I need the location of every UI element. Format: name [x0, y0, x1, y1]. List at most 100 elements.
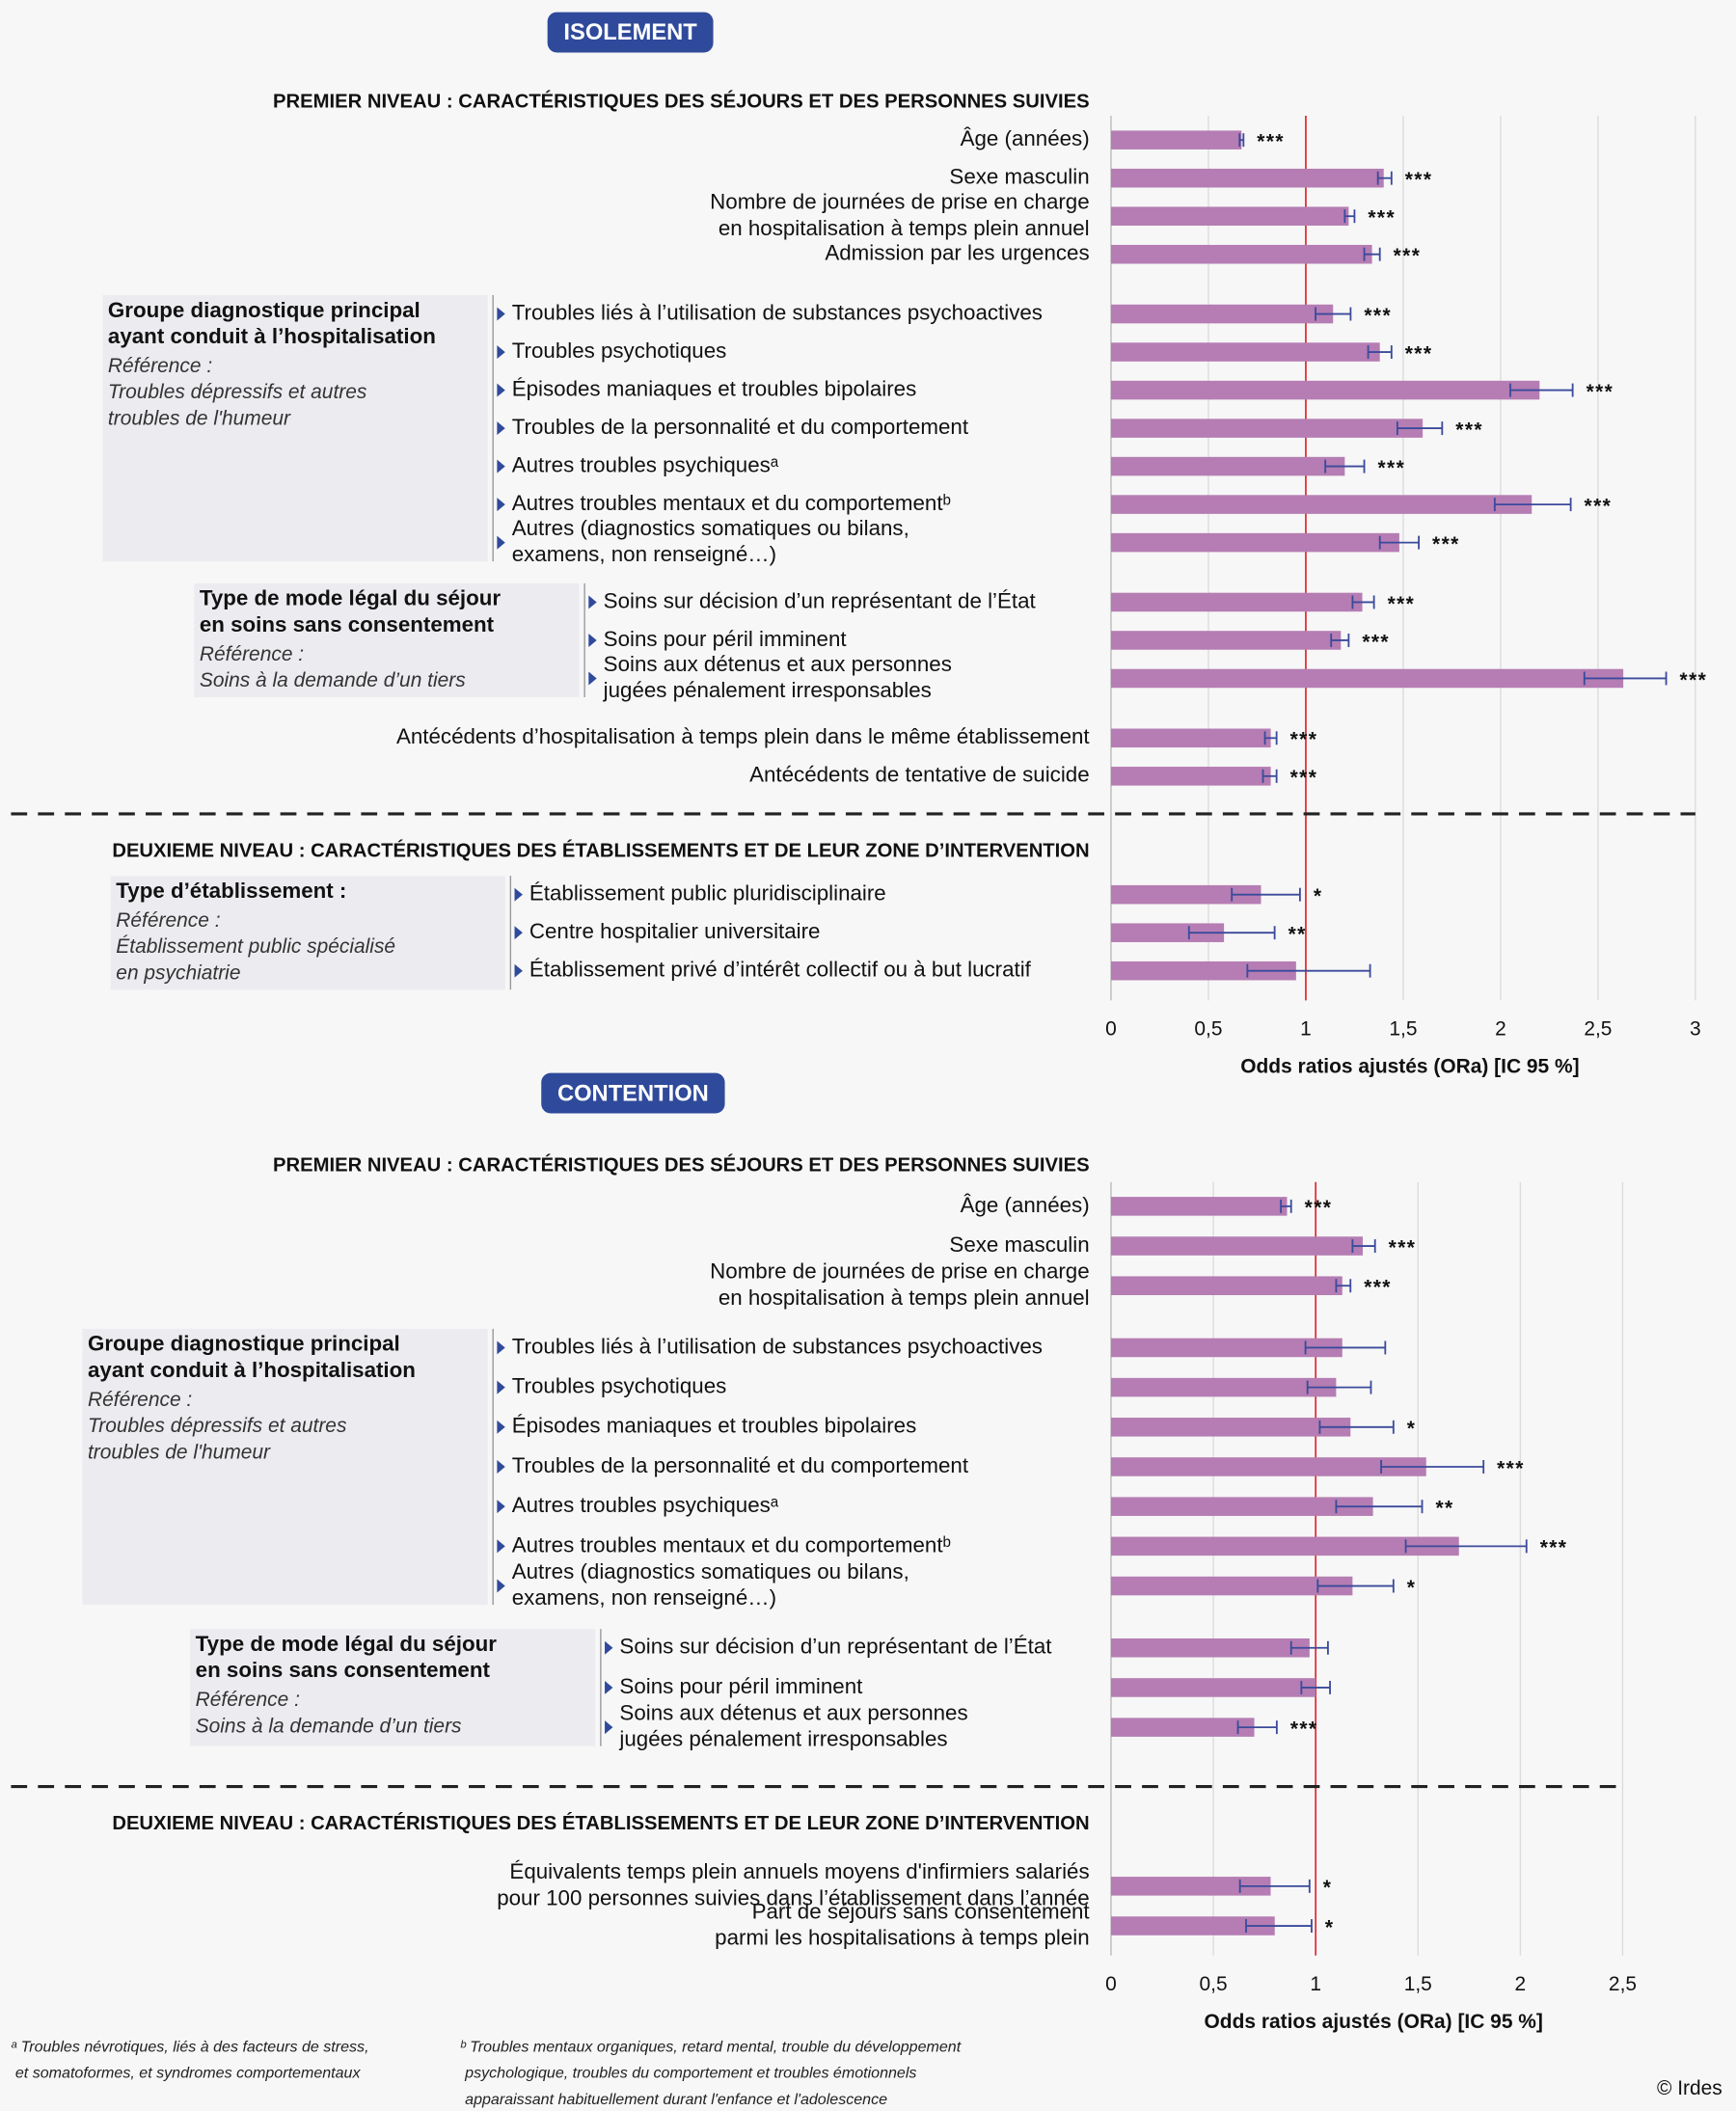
- row-pointer: [497, 383, 505, 397]
- x-tick-label: 0,5: [1200, 1973, 1228, 1995]
- category-label: Autres troubles mentaux et du comporteme…: [512, 491, 951, 515]
- row-pointer: [605, 1640, 613, 1655]
- text-line: et somatoformes, et syndromes comporteme…: [11, 2065, 361, 2082]
- text-line: Soins aux détenus et aux personnes: [619, 1700, 967, 1724]
- row-pointer: [497, 345, 505, 360]
- error-bar: [1289, 1640, 1329, 1655]
- text-line: Groupe diagnostique principal: [108, 298, 420, 322]
- text-line: Nombre de journées de prise en charge: [710, 189, 1089, 213]
- significance-label: ***: [1305, 1197, 1333, 1219]
- significance-label: ***: [1394, 245, 1422, 267]
- category-label: Sexe masculin: [949, 1232, 1089, 1257]
- row-pointer: [497, 459, 505, 474]
- significance-label: ***: [1290, 767, 1318, 789]
- error-bar: [1335, 1500, 1424, 1514]
- reference-label: Référence : Soins à la demande d’un tiers: [200, 642, 466, 690]
- significance-label: *: [1314, 885, 1323, 907]
- footnote: ᵃ Troubles névrotiques, liés à des facte…: [11, 2039, 368, 2082]
- level-title: PREMIER NIVEAU : CARACTÉRISTIQUES DES SÉ…: [273, 1153, 1090, 1176]
- category-label: Admission par les urgences: [825, 241, 1089, 265]
- error-bar: [1509, 383, 1574, 397]
- text-line: Soins aux détenus et aux personnes: [604, 652, 952, 676]
- x-tick-label: 2: [1495, 1018, 1506, 1041]
- bar: [1110, 1338, 1343, 1358]
- x-tick-label: 0: [1105, 1018, 1117, 1041]
- row-pointer: [588, 633, 597, 647]
- bar: [1110, 1576, 1353, 1596]
- bar: [1110, 1377, 1337, 1397]
- text-line: Troubles dépressifs et autres: [108, 381, 367, 403]
- significance-label: ***: [1455, 419, 1483, 441]
- category-label: Soins sur décision d’un représentant de …: [619, 1635, 1052, 1659]
- text-line: troubles de l'humeur: [88, 1441, 271, 1463]
- group-label: Groupe diagnostique principal ayant condu…: [88, 1332, 416, 1382]
- text-line: ᵃ Troubles névrotiques, liés à des facte…: [11, 2039, 368, 2056]
- bar: [1110, 1418, 1351, 1437]
- error-bar: [1304, 1340, 1387, 1355]
- category-label: Équivalents temps plein annuels moyens d…: [497, 1859, 1089, 1909]
- bar: [1110, 1536, 1459, 1556]
- category-label: Troubles psychotiques: [512, 1374, 727, 1398]
- category-label: Soins sur décision d’un représentant de …: [604, 588, 1037, 612]
- text-line: Équivalents temps plein annuels moyens d…: [509, 1859, 1089, 1883]
- x-tick-label: 2,5: [1609, 1973, 1637, 1995]
- category-label: Établissement privé d’intérêt collectif …: [529, 958, 1032, 982]
- text-line: Référence :: [88, 1388, 192, 1410]
- text-line: en hospitalisation à temps plein annuel: [719, 1286, 1090, 1310]
- level-title: DEUXIEME NIVEAU : CARACTÉRISTIQUES DES É…: [112, 839, 1089, 861]
- text-line: jugées pénalement irresponsables: [618, 1727, 947, 1751]
- bar: [1110, 923, 1225, 942]
- significance-label: ***: [1290, 1718, 1318, 1740]
- row-pointer: [588, 671, 597, 686]
- error-bar: [1380, 1460, 1485, 1474]
- category-label: Soins aux détenus et aux personnes jugées…: [603, 652, 952, 702]
- x-tick-label: 2: [1515, 1973, 1527, 1995]
- x-tick-label: 3: [1690, 1018, 1701, 1041]
- category-label: Autres troubles psychiquesᵃ: [512, 1493, 779, 1517]
- title-badge: [547, 12, 714, 53]
- significance-label: ***: [1389, 1236, 1417, 1258]
- reference-label: Référence : Troubles dépressifs et autres…: [108, 355, 367, 429]
- bar: [1110, 380, 1540, 400]
- error-bar: [1236, 1720, 1278, 1735]
- group-box: [102, 295, 488, 562]
- significance-label: ***: [1540, 1537, 1568, 1559]
- bar: [1110, 1916, 1275, 1935]
- x-tick-label: 0: [1105, 1973, 1117, 1995]
- text-line: psychologique, troubles du comportement …: [461, 2065, 917, 2082]
- error-bar: [1246, 963, 1371, 978]
- reference-label: Référence : Soins à la demande d’un tiers: [196, 1689, 462, 1737]
- error-bar: [1583, 671, 1668, 686]
- bar: [1110, 728, 1271, 748]
- row-pointer: [514, 963, 523, 978]
- category-label: Troubles liés à l’utilisation de substan…: [512, 300, 1043, 324]
- bar: [1110, 1236, 1363, 1256]
- row-pointer: [497, 307, 505, 321]
- bar: [1110, 767, 1271, 786]
- error-bar: [1261, 769, 1278, 783]
- row-pointer: [514, 887, 523, 902]
- text-line: Soins à la demande d’un tiers: [200, 669, 466, 691]
- error-bar: [1324, 459, 1366, 474]
- bar: [1110, 304, 1334, 324]
- significance-label: **: [1435, 1497, 1453, 1519]
- x-tick-label: 1,5: [1389, 1018, 1417, 1041]
- group-label: Type de mode légal du séjour en soins san…: [196, 1632, 498, 1682]
- row-pointer: [497, 1579, 505, 1593]
- text-line: Référence :: [196, 1689, 300, 1711]
- chart-title: ISOLEMENT: [563, 20, 697, 45]
- category-label: Épisodes maniaques et troubles bipolaire…: [512, 376, 917, 400]
- bar: [1110, 1637, 1310, 1658]
- row-pointer: [605, 1720, 613, 1735]
- significance-label: ***: [1290, 729, 1318, 751]
- bar: [1110, 961, 1296, 981]
- row-pointer: [497, 498, 505, 512]
- significance-label: ***: [1405, 342, 1433, 365]
- error-bar: [1318, 1420, 1395, 1434]
- text-line: pour 100 personnes suivies dans l’établi…: [497, 1885, 1089, 1909]
- bar: [1110, 456, 1345, 476]
- significance-label: *: [1407, 1577, 1417, 1599]
- x-tick-label: 1: [1300, 1018, 1312, 1041]
- category-label: Troubles liés à l’utilisation de substan…: [512, 1334, 1043, 1358]
